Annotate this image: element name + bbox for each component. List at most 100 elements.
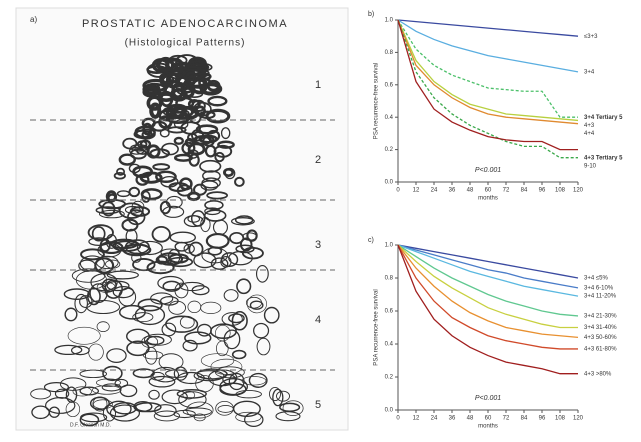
gland [275,411,301,422]
gland [113,171,126,180]
gland [217,140,235,149]
gland [256,337,271,356]
gland [161,322,177,337]
y-tick-label: 0.4 [385,342,394,348]
gland [125,228,138,245]
gland [279,402,301,412]
panel-letter: c) [368,237,374,244]
gland [139,171,163,184]
gland [204,144,217,158]
pattern-number: 1 [315,79,321,91]
gland [63,288,91,300]
gland [255,264,269,283]
gland [132,312,154,323]
drawing-subtitle: (Histological Patterns) [125,38,246,49]
drawing-title: PROSTATIC ADENOCARCINOMA [82,18,288,30]
gland [80,248,105,261]
gland [164,57,184,73]
gland [146,260,175,275]
gland [186,401,214,419]
gland [64,307,78,322]
gland [235,411,262,423]
x-tick-label: 48 [467,416,474,422]
gland [48,406,61,418]
gland [193,370,225,382]
gland [74,293,88,314]
gland [119,384,138,398]
legend-label: 9-10 [584,163,597,169]
gland [168,300,187,315]
gland [198,77,212,89]
gland-drawing [30,54,304,427]
gland [248,372,268,388]
gland [126,340,150,357]
gland [185,71,197,85]
y-tick-label: 0.8 [385,276,394,282]
gland [109,404,141,422]
gland [131,252,142,263]
gland [234,176,245,187]
gland [165,195,183,209]
x-tick-label: 84 [521,416,528,422]
gland [151,225,171,243]
survival-curve [397,19,579,73]
gland [173,136,184,145]
gland [201,177,221,189]
x-tick-label: 72 [503,416,510,422]
y-tick-label: 0.4 [385,115,394,121]
gland [182,390,196,400]
gland [162,106,177,117]
gland [221,312,243,326]
legend-label: 3+4 ≤5% [584,276,608,282]
gland [193,413,206,422]
gland [224,167,236,180]
gland [223,289,239,302]
survival-curve [397,19,578,151]
pattern-number: 2 [315,154,321,166]
y-tick-label: 0.0 [385,408,394,414]
gland [223,167,234,177]
gland [192,101,212,117]
gland [146,95,163,111]
gland [187,215,201,223]
gland [182,339,198,352]
x-tick-label: 108 [555,188,566,194]
gland [205,232,230,249]
gland [106,348,127,363]
x-tick-label: 60 [485,416,492,422]
gland [116,167,126,176]
gland [153,410,181,422]
legend-label: 3+4 21-30% [584,314,617,320]
gland [272,388,284,407]
legend-label: 3+4 [584,69,595,75]
gland [159,71,178,85]
pattern-number: 3 [315,239,321,251]
pattern-number: 5 [315,399,321,411]
gland [92,396,108,412]
gland [239,237,253,252]
gland [276,390,291,402]
gland [79,413,100,427]
legend-label: ≤3+3 [584,34,598,40]
gland [134,305,166,326]
legend-label: 4+4 [584,131,595,137]
gland [199,159,222,173]
gland [118,304,146,320]
legend-label: 3+4 Tertiary 5 [584,115,623,121]
gland [231,349,247,360]
gland [156,56,175,74]
gland [188,241,204,257]
gland [79,295,93,309]
y-tick-label: 1.0 [385,243,394,249]
gland [216,340,229,357]
gland [184,331,212,345]
y-tick-label: 0.8 [385,50,394,56]
legend-label: 4+3 [584,123,595,129]
p-value: P<0.001 [475,167,501,174]
x-tick-label: 24 [431,416,438,422]
y-tick-label: 0.6 [385,82,394,88]
x-tick-label: 12 [413,188,420,194]
gland [155,170,177,184]
y-tick-label: 0.2 [385,147,394,153]
gland [165,369,189,378]
